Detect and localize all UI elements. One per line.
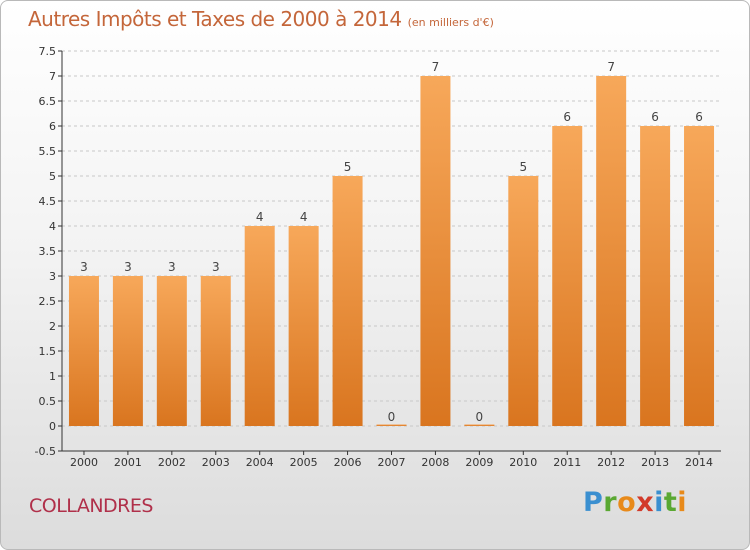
- value-label: 6: [563, 110, 571, 124]
- y-tick-label: 4.5: [39, 195, 57, 208]
- bars: [68, 76, 715, 426]
- logo-letter: P: [583, 487, 604, 518]
- y-tick-label: 1.5: [39, 345, 57, 358]
- x-tick-label: 2013: [641, 456, 669, 469]
- y-tick-label: 0.5: [39, 395, 57, 408]
- y-tick-label: 3.5: [39, 245, 57, 258]
- bar: [420, 76, 451, 426]
- y-tick-label: 7.5: [39, 45, 57, 58]
- value-label: 0: [476, 410, 484, 424]
- bar: [640, 126, 671, 426]
- value-label: 4: [300, 210, 308, 224]
- value-label: 7: [432, 60, 440, 74]
- logo-letter: o: [617, 487, 637, 518]
- x-tick-label: 2002: [158, 456, 186, 469]
- axes: [58, 50, 721, 455]
- logo-letter: x: [636, 487, 655, 518]
- unit-label: (en milliers d'€): [407, 16, 494, 29]
- value-label: 7: [607, 60, 615, 74]
- x-tick-label: 2007: [378, 456, 406, 469]
- logo-letter: i: [654, 487, 664, 518]
- bar: [508, 176, 539, 426]
- x-tick-label: 2011: [553, 456, 581, 469]
- title-text: Autres Impôts et Taxes de 2000 à 2014: [28, 7, 402, 31]
- bar: [288, 226, 319, 426]
- y-tick-label: 5.5: [39, 145, 57, 158]
- labels: -0.5 0 0.5 1 1.5 2 2.5 3 3.5 4 4.5 5 5.5 6 6.5 7 7.5 3 200…: [35, 45, 714, 469]
- value-label: 6: [695, 110, 703, 124]
- y-tick-label: 0: [49, 420, 56, 433]
- bar: [552, 126, 583, 426]
- value-label: 3: [168, 260, 176, 274]
- y-tick-label: 5: [49, 170, 56, 183]
- x-tick-label: 2006: [334, 456, 362, 469]
- value-label: 3: [124, 260, 132, 274]
- value-label: 0: [388, 410, 396, 424]
- value-label: 5: [519, 160, 527, 174]
- x-tick-label: 2001: [114, 456, 142, 469]
- y-tick-label: 2.5: [39, 295, 57, 308]
- y-tick-label: 4: [49, 220, 56, 233]
- proxiti-logo: Proxiti: [583, 487, 687, 518]
- bar: [112, 276, 143, 426]
- x-tick-label: 2005: [290, 456, 318, 469]
- x-tick-label: 2003: [202, 456, 230, 469]
- bar: [464, 424, 495, 426]
- logo-letter: t: [663, 487, 678, 518]
- bar: [156, 276, 187, 426]
- value-label: 4: [256, 210, 264, 224]
- commune-name: COLLANDRES: [29, 495, 153, 517]
- bar: [376, 424, 407, 426]
- y-tick-label: 6: [49, 120, 56, 133]
- x-tick-label: 2009: [465, 456, 493, 469]
- y-tick-label: 3: [49, 270, 56, 283]
- y-tick-label: 7: [49, 70, 56, 83]
- x-tick-label: 2008: [421, 456, 449, 469]
- bar: [596, 76, 627, 426]
- bar: [200, 276, 231, 426]
- bar: [68, 276, 99, 426]
- bar: [244, 226, 275, 426]
- x-tick-label: 2014: [685, 456, 713, 469]
- x-tick-label: 2012: [597, 456, 625, 469]
- value-label: 6: [651, 110, 659, 124]
- x-tick-label: 2000: [70, 456, 98, 469]
- bar: [684, 126, 715, 426]
- x-tick-label: 2004: [246, 456, 274, 469]
- value-label: 5: [344, 160, 352, 174]
- y-tick-label: 6.5: [39, 95, 57, 108]
- bar: [332, 176, 363, 426]
- logo-letter: r: [603, 487, 618, 518]
- y-tick-label: -0.5: [35, 445, 56, 458]
- logo-letter: i: [677, 487, 688, 518]
- chart-title: Autres Impôts et Taxes de 2000 à 2014 (en…: [28, 7, 494, 31]
- y-tick-label: 1: [49, 370, 56, 383]
- x-tick-label: 2010: [509, 456, 537, 469]
- y-tick-label: 2: [49, 320, 56, 333]
- value-label: 3: [212, 260, 220, 274]
- value-label: 3: [80, 260, 88, 274]
